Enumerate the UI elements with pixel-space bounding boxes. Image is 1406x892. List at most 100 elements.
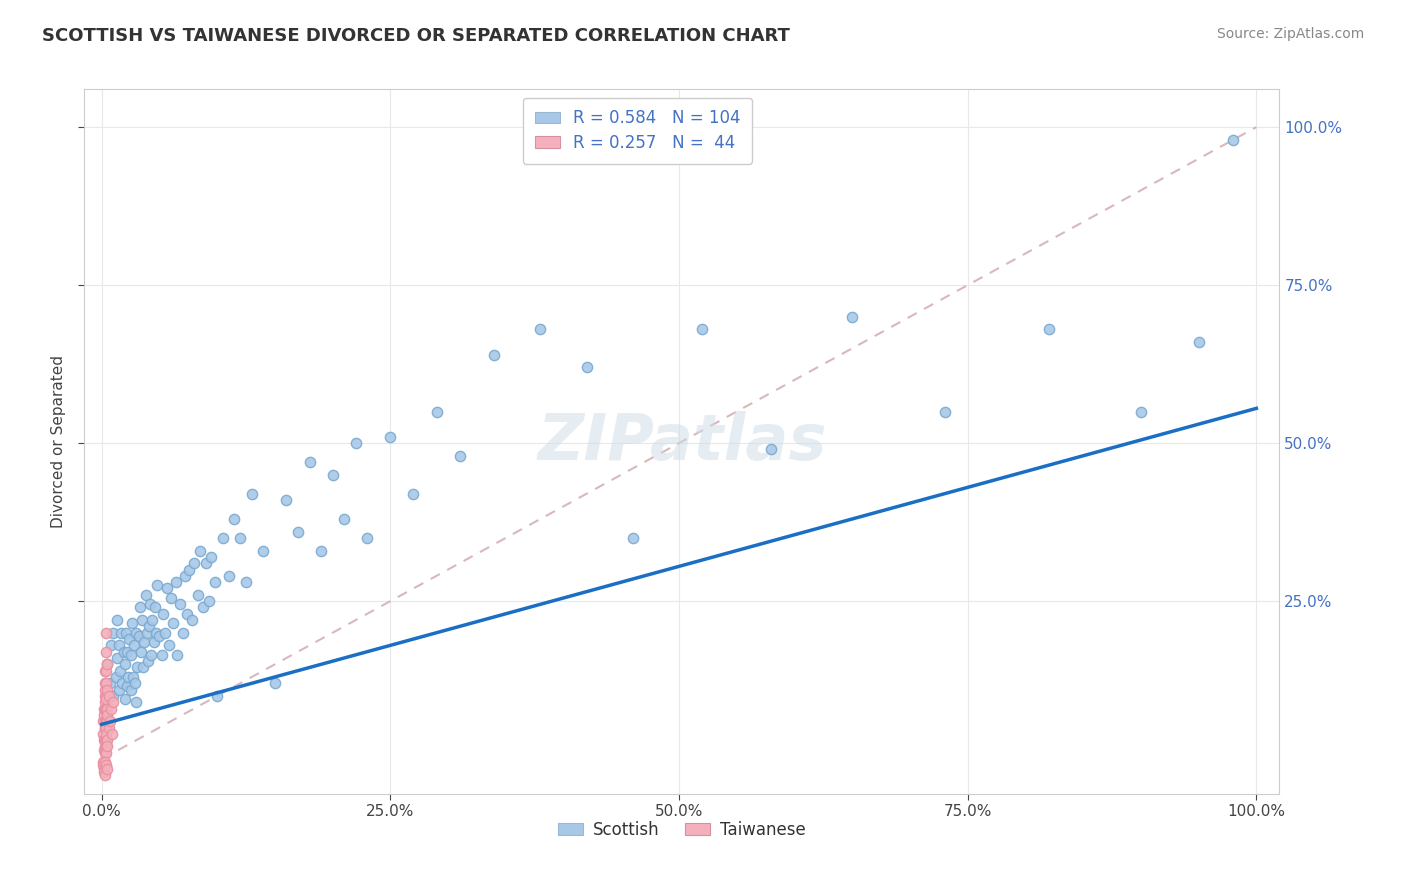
Point <box>98 676 121 690</box>
Point <box>115 625 138 640</box>
Point <box>94 746 117 760</box>
Point <box>108 638 131 652</box>
Point <box>120 648 142 662</box>
Point <box>93 762 115 776</box>
Point <box>180 613 202 627</box>
Point <box>127 660 149 674</box>
Point <box>115 645 138 659</box>
Point <box>148 629 170 643</box>
Point <box>276 493 298 508</box>
Point <box>333 512 356 526</box>
Point <box>150 648 173 662</box>
Point <box>160 591 183 605</box>
Point <box>172 625 194 640</box>
Point <box>128 629 150 643</box>
Point <box>194 556 217 570</box>
Point <box>96 625 118 640</box>
Point <box>224 512 246 526</box>
Point <box>761 442 783 457</box>
Point <box>132 660 155 674</box>
Point <box>94 733 117 747</box>
Point <box>96 739 118 754</box>
Point <box>93 742 115 756</box>
Point <box>212 531 235 545</box>
Point <box>193 600 215 615</box>
Point <box>153 625 176 640</box>
Point <box>139 597 162 611</box>
Point <box>120 682 142 697</box>
Point <box>91 756 114 770</box>
Point <box>118 632 141 646</box>
Point <box>96 664 118 678</box>
Point <box>96 733 118 747</box>
Point <box>96 714 118 729</box>
Point <box>298 455 321 469</box>
Point <box>96 657 118 672</box>
Point <box>96 707 118 722</box>
Point <box>108 682 131 697</box>
Point <box>529 322 551 336</box>
Point <box>93 764 115 779</box>
Point <box>96 701 118 715</box>
Point <box>1222 133 1244 147</box>
Point <box>156 582 179 596</box>
Point <box>105 651 128 665</box>
Point <box>484 348 506 362</box>
Point <box>134 635 156 649</box>
Point <box>94 689 117 703</box>
Point <box>136 654 159 668</box>
Point <box>356 531 378 545</box>
Point <box>94 676 117 690</box>
Point <box>141 613 163 627</box>
Point <box>94 756 117 770</box>
Point <box>122 638 145 652</box>
Point <box>575 360 598 375</box>
Point <box>165 575 187 590</box>
Point <box>108 664 131 678</box>
Point <box>94 721 117 735</box>
Point <box>380 430 402 444</box>
Point <box>96 676 118 690</box>
Point <box>425 404 447 418</box>
Point <box>131 613 153 627</box>
Point <box>100 638 122 652</box>
Point <box>115 680 138 694</box>
Point <box>205 689 228 703</box>
Point <box>169 597 191 611</box>
Point <box>105 613 128 627</box>
Point <box>100 701 122 715</box>
Point <box>111 676 134 690</box>
Point <box>94 701 117 715</box>
Point <box>135 588 157 602</box>
Point <box>103 695 125 709</box>
Point <box>96 727 118 741</box>
Point <box>96 733 118 747</box>
Point <box>96 692 118 706</box>
Point <box>114 692 136 706</box>
Point <box>94 714 117 729</box>
Legend: Scottish, Taiwanese: Scottish, Taiwanese <box>551 814 813 846</box>
Point <box>141 648 163 662</box>
Point <box>96 689 118 703</box>
Point <box>218 569 240 583</box>
Point <box>94 682 117 697</box>
Point <box>142 635 165 649</box>
Point <box>934 404 956 418</box>
Point <box>135 625 157 640</box>
Point <box>240 486 263 500</box>
Point <box>96 746 118 760</box>
Point <box>145 625 167 640</box>
Point <box>96 701 118 715</box>
Point <box>252 543 274 558</box>
Point <box>183 556 205 570</box>
Point <box>176 607 198 621</box>
Point <box>121 616 143 631</box>
Point <box>93 701 115 715</box>
Point <box>125 625 148 640</box>
Point <box>204 575 226 590</box>
Point <box>449 449 471 463</box>
Point <box>264 676 287 690</box>
Point <box>121 670 143 684</box>
Point <box>309 543 332 558</box>
Point <box>91 758 114 772</box>
